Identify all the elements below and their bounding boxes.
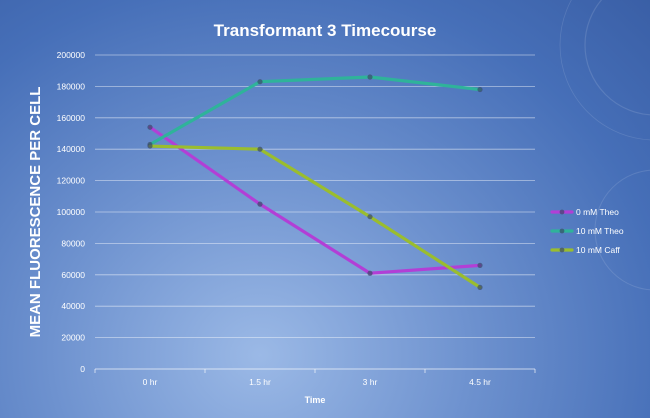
data-point	[367, 74, 373, 80]
x-tick-label: 0 hr	[143, 377, 158, 387]
data-point	[367, 214, 373, 220]
x-tick-label: 1.5 hr	[249, 377, 271, 387]
legend-marker	[559, 209, 565, 215]
data-point	[257, 146, 263, 152]
legend-label: 0 mM Theo	[576, 207, 619, 217]
y-tick-labels: 0 20000 40000 60000 80000 100000 120000 140000 1…	[57, 50, 86, 374]
data-point	[257, 79, 263, 85]
legend-label: 10 mM Caff	[576, 245, 620, 255]
data-series	[147, 74, 483, 290]
y-tick-label: 140000	[57, 144, 86, 154]
y-tick-label: 160000	[57, 113, 86, 123]
legend-marker	[559, 247, 565, 253]
decorative-arcs	[559, 0, 650, 291]
y-tick-label: 120000	[57, 176, 86, 186]
y-axis-label: MEAN FLUORESCENCE PER CELL	[27, 87, 44, 338]
x-tick-label: 3 hr	[363, 377, 378, 387]
x-axis-label: Time	[305, 395, 326, 405]
y-tick-label: 80000	[61, 238, 85, 248]
data-point	[477, 262, 483, 268]
y-tick-label: 100000	[57, 207, 86, 217]
legend: 0 mM Theo 10 mM Theo 10 mM Caff	[550, 207, 624, 255]
y-tick-label: 180000	[57, 81, 86, 91]
data-point	[367, 270, 373, 276]
y-tick-label: 40000	[61, 301, 85, 311]
legend-item: 10 mM Theo	[550, 226, 624, 236]
y-tick-label: 20000	[61, 333, 85, 343]
data-point	[477, 86, 483, 93]
y-tick-label: 60000	[61, 270, 85, 280]
series-line	[148, 125, 482, 275]
y-tick-label: 0	[80, 364, 85, 374]
y-tick-label: 200000	[57, 50, 86, 60]
series-10-mm-caff	[147, 143, 483, 290]
data-point	[147, 124, 153, 130]
legend-item: 0 mM Theo	[550, 207, 619, 217]
x-tick-label: 4.5 hr	[469, 377, 491, 387]
legend-marker	[559, 228, 565, 234]
data-point	[477, 284, 483, 290]
series-line	[148, 75, 482, 147]
gridlines	[95, 54, 535, 370]
series-10-mm-theo	[147, 74, 483, 148]
chart-title: Transformant 3 Timecourse	[214, 21, 437, 40]
data-point	[147, 143, 153, 149]
x-tick-labels: 0 hr 1.5 hr 3 hr 4.5 hr	[94, 369, 536, 387]
data-point	[257, 201, 263, 207]
series-0-mm-theo	[147, 124, 483, 276]
series-line	[148, 144, 482, 289]
legend-label: 10 mM Theo	[576, 226, 624, 236]
legend-item: 10 mM Caff	[550, 245, 620, 255]
